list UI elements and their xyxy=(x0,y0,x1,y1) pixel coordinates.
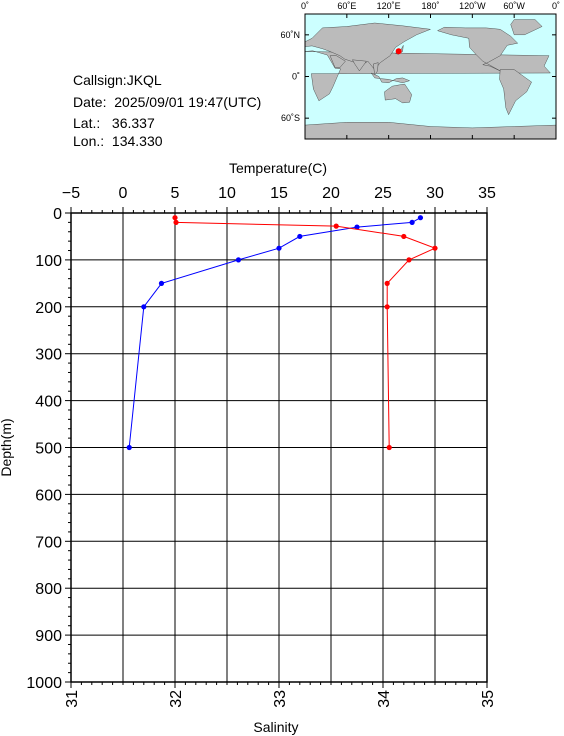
salinity-tick-label: 33 xyxy=(272,690,289,708)
temperature-tick-label: 0 xyxy=(119,185,128,202)
map-lon-label: 120˚E xyxy=(377,1,401,11)
temperature-tick-label: 30 xyxy=(426,185,444,202)
salinity-point xyxy=(333,223,339,229)
lat-value: 36.337 xyxy=(111,115,155,131)
depth-tick-label: 800 xyxy=(35,581,62,598)
map-lon-label: 0˚ xyxy=(301,1,309,11)
profile-chart: −5 0 5 10 15 20 25 30 35010020030040050060070080… xyxy=(0,160,497,735)
date-line: Date: 2025/09/01 19:47(UTC) xyxy=(73,94,261,110)
temperature-profile-line xyxy=(128,217,421,448)
depth-tick-label: 300 xyxy=(35,347,62,364)
depth-tick-label: 600 xyxy=(35,487,62,504)
lat-line: Lat.: 36.337 xyxy=(73,115,155,131)
map-lon-label: 0˚ xyxy=(552,1,560,11)
temperature-axis-title: Temperature(C) xyxy=(229,160,327,176)
station-marker xyxy=(395,48,402,55)
depth-tick-label: 900 xyxy=(35,628,62,645)
land-arabia xyxy=(329,55,346,68)
land-sea-asia xyxy=(373,62,379,76)
temperature-point xyxy=(126,444,132,451)
lat-label: Lat.: xyxy=(73,115,101,131)
salinity-point xyxy=(401,233,407,240)
map-lon-label: 120˚W xyxy=(459,1,486,11)
temperature-point xyxy=(409,219,415,225)
temperature-point xyxy=(158,280,165,286)
temperature-tick-label: −5 xyxy=(62,185,80,202)
lon-value: 134.330 xyxy=(111,133,163,149)
depth-tick-label: 400 xyxy=(35,394,62,411)
lon-line: Lon.: 134.330 xyxy=(73,133,163,149)
plot-frame xyxy=(70,212,488,683)
temperature-tick-label: 35 xyxy=(478,185,496,202)
depth-tick-label: 500 xyxy=(35,441,62,458)
salinity-point xyxy=(384,280,390,286)
temperature-tick-label: 5 xyxy=(171,185,180,202)
temperature-tick-label: 20 xyxy=(322,185,340,202)
callsign-label: Callsign: xyxy=(73,72,127,88)
map-lon-label: 60˚W xyxy=(503,1,525,11)
date-value: 2025/09/01 19:47(UTC) xyxy=(114,94,262,110)
depth-tick-label: 1000 xyxy=(26,675,62,692)
temperature-point xyxy=(297,233,303,240)
temperature-tick-label: 25 xyxy=(374,185,392,202)
map-lat-label: 60˚N xyxy=(280,30,300,40)
salinity-point xyxy=(406,257,412,263)
salinity-axis-title: Salinity xyxy=(253,719,298,735)
date-label: Date: xyxy=(73,94,107,110)
depth-tick-label: 700 xyxy=(35,534,62,551)
land-india xyxy=(352,59,367,72)
depth-tick-label: 100 xyxy=(35,253,62,270)
land-australia xyxy=(384,83,412,104)
salinity-profile-line xyxy=(174,217,437,448)
salinity-point xyxy=(172,215,178,221)
temperature-point xyxy=(354,224,360,230)
depth-tick-label: 0 xyxy=(53,206,62,223)
salinity-point xyxy=(384,304,390,310)
temperature-tick-label: 15 xyxy=(270,185,288,202)
map-lat-label: 60˚S xyxy=(281,113,300,123)
land-greenland xyxy=(510,19,543,35)
map-lon-label: 180˚ xyxy=(421,1,439,11)
temperature-point xyxy=(235,257,242,263)
salinity-tick-label: 35 xyxy=(480,690,497,708)
salinity-point xyxy=(386,444,392,451)
map-lon-label: 60˚E xyxy=(337,1,356,11)
map-lat-label: 0˚ xyxy=(292,72,300,82)
lon-label: Lon.: xyxy=(73,133,105,149)
land-eurasia xyxy=(304,22,431,70)
callsign-line: Callsign:JKQL xyxy=(73,72,162,88)
salinity-tick-label: 31 xyxy=(64,690,81,708)
salinity-tick-label: 34 xyxy=(376,690,393,708)
temperature-point xyxy=(417,215,424,221)
land-north-america xyxy=(436,26,519,72)
depth-tick-label: 200 xyxy=(35,300,62,317)
world-map: 0˚ 60˚E 120˚E 180˚ 120˚W 60˚W 0˚ 60˚N 0˚ 60˚S xyxy=(280,1,560,140)
salinity-tick-label: 32 xyxy=(168,690,185,708)
salinity-point xyxy=(432,245,438,251)
land-africa xyxy=(304,50,551,102)
temperature-tick-label: 10 xyxy=(218,185,236,202)
callsign-value: JKQL xyxy=(126,72,162,88)
land-south-america xyxy=(499,69,532,116)
land-indonesia xyxy=(370,72,411,84)
depth-axis-title: Depth(m) xyxy=(0,418,14,476)
salinity-point xyxy=(173,219,179,225)
temperature-point xyxy=(141,304,147,310)
temperature-point xyxy=(276,245,282,251)
